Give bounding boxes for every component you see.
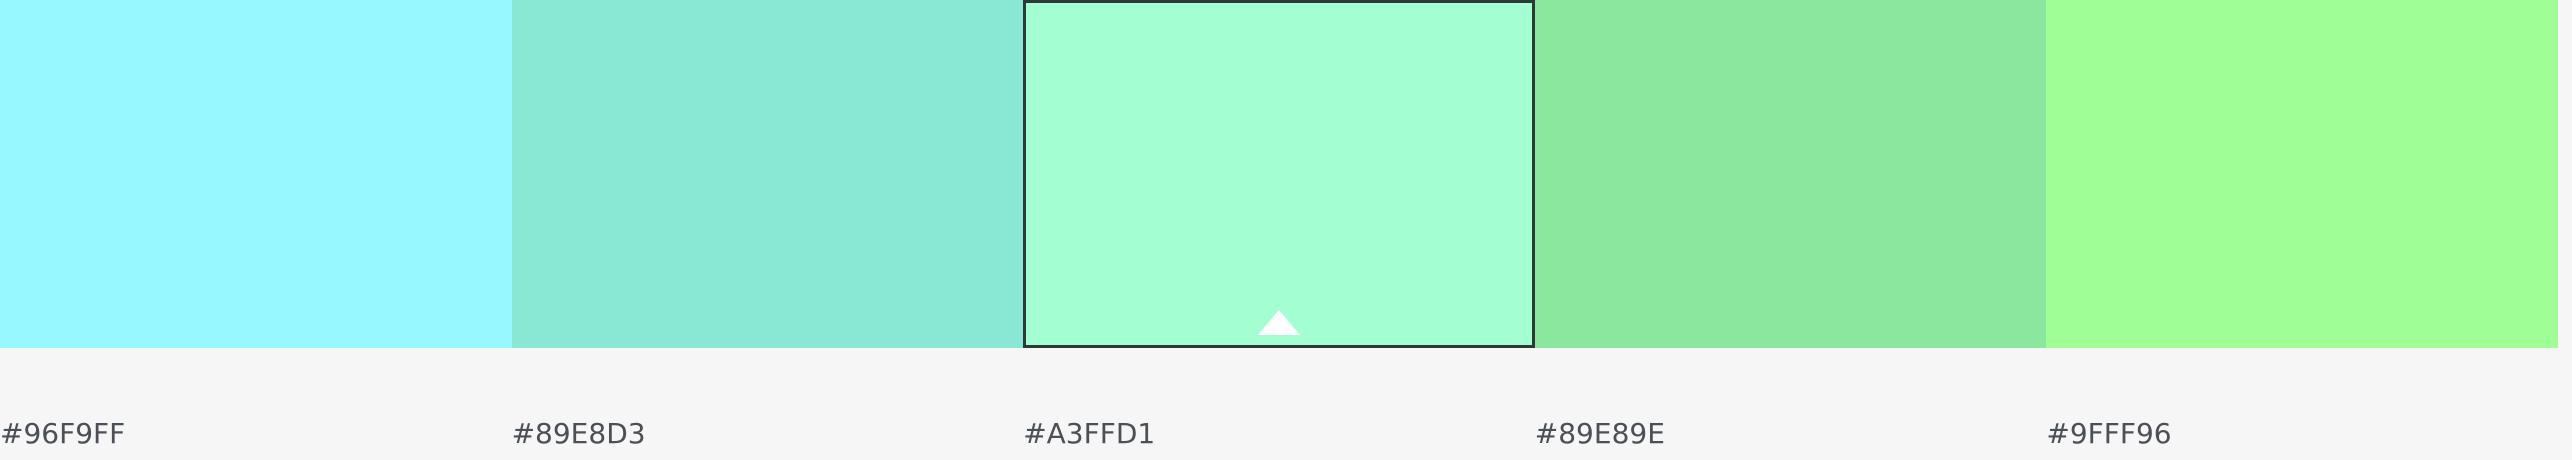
hex-label-4: #89E89E: [1534, 417, 1665, 450]
color-swatch-1[interactable]: [0, 0, 512, 348]
caret-up-icon: [1257, 310, 1300, 335]
color-swatch-4[interactable]: [1534, 0, 2047, 348]
hex-label-5: #9FFF96: [2046, 417, 2172, 450]
color-swatch-2[interactable]: [511, 0, 1024, 348]
hex-label-1: #96F9FF: [0, 417, 126, 450]
color-swatch-3-selected[interactable]: [1023, 0, 1535, 348]
hex-label-row: #96F9FF #89E8D3 #A3FFD1 #89E89E #9FFF96: [0, 418, 2558, 450]
hex-label-2: #89E8D3: [511, 417, 646, 450]
swatch-row: [0, 0, 2558, 348]
hex-label-3: #A3FFD1: [1023, 417, 1156, 450]
color-swatch-5[interactable]: [2046, 0, 2558, 348]
